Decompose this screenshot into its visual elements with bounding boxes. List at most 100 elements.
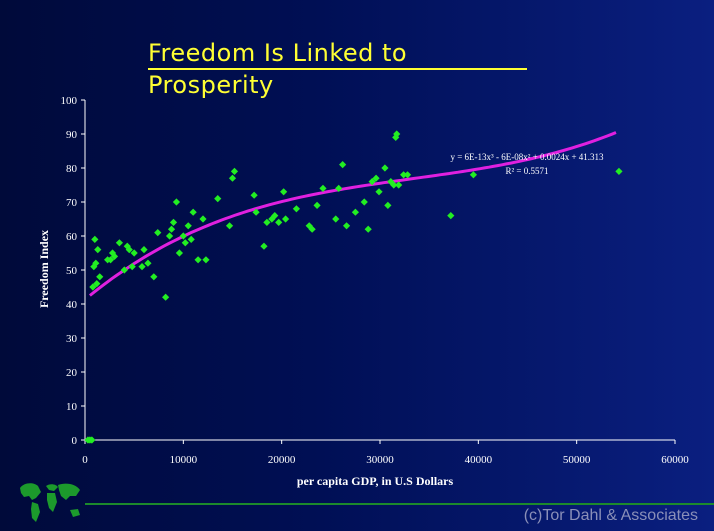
data-point (390, 181, 398, 189)
data-point (110, 252, 119, 260)
data-point (403, 171, 412, 179)
data-point (88, 436, 96, 444)
x-tick-label: 30000 (366, 454, 394, 466)
data-point (187, 235, 195, 243)
x-tick-label: 20000 (268, 454, 296, 466)
data-point (125, 246, 133, 254)
data-point (260, 242, 268, 250)
trendline (88, 131, 617, 297)
chart-axes (81, 99, 676, 444)
data-point (144, 259, 152, 267)
data-point (175, 249, 183, 257)
data-point (225, 222, 234, 230)
data-point (275, 218, 283, 226)
data-point (90, 263, 98, 271)
data-point (89, 283, 97, 291)
data-point (469, 171, 478, 179)
y-tick-label: 90 (66, 129, 78, 141)
x-axis-title: per capita GDP, in U.S Dollars (297, 474, 454, 488)
data-point (172, 198, 181, 206)
data-point (181, 239, 189, 247)
data-point (130, 249, 138, 257)
x-tick-label: 10000 (170, 454, 198, 466)
data-point (214, 195, 222, 203)
y-tick-label: 0 (72, 435, 78, 447)
data-point (360, 198, 368, 206)
data-point (128, 263, 136, 271)
footer-divider (85, 503, 714, 505)
data-point (165, 232, 174, 240)
y-tick-label: 20 (66, 367, 78, 379)
data-point (263, 218, 271, 226)
data-point (94, 246, 102, 254)
data-point (375, 188, 383, 196)
y-tick-label: 10 (66, 401, 78, 413)
data-point (199, 215, 207, 223)
y-axis-title: Freedom Index (37, 230, 51, 308)
y-tick-label: 60 (66, 231, 78, 243)
data-point (351, 208, 360, 216)
data-point (169, 218, 178, 226)
axis-labels: 0 10 20 30 40 50 60 70 80 90 100 0 10000 20000 30000 40… (37, 95, 689, 488)
data-point (140, 246, 148, 254)
data-point (280, 188, 288, 196)
data-point (364, 225, 372, 233)
y-tick-label: 70 (66, 197, 78, 209)
chart-title-line1: Freedom Is Linked to (148, 38, 528, 70)
data-point (339, 161, 347, 169)
y-tick-label: 30 (66, 333, 78, 345)
data-point (332, 215, 340, 223)
data-point (179, 232, 187, 240)
data-point (96, 273, 104, 281)
data-point (313, 201, 321, 209)
data-point (400, 171, 408, 179)
data-point (162, 293, 170, 301)
data-point (202, 256, 210, 264)
data-point (395, 181, 403, 189)
data-point (138, 263, 146, 271)
data-points (84, 130, 623, 444)
y-tick-label: 50 (66, 265, 78, 277)
data-point (319, 184, 327, 192)
data-point (167, 225, 176, 233)
data-point (154, 229, 162, 237)
y-tick-label: 80 (66, 163, 78, 175)
data-point (282, 215, 290, 223)
data-point (230, 167, 239, 175)
data-point (150, 273, 158, 281)
data-point (106, 256, 115, 264)
data-point (393, 130, 401, 138)
data-point (92, 259, 100, 267)
data-point (115, 239, 124, 247)
x-tick-label: 40000 (465, 454, 493, 466)
data-point (615, 167, 623, 175)
data-point (292, 205, 301, 213)
copyright-text: (c)Tor Dahl & Associates (523, 507, 698, 524)
y-tick-label: 40 (66, 299, 78, 311)
data-point (91, 235, 99, 243)
x-tick-label: 0 (82, 454, 88, 466)
data-point (381, 164, 389, 172)
data-point (308, 225, 316, 233)
data-point (372, 174, 380, 182)
data-point (447, 212, 455, 220)
data-point (189, 208, 197, 216)
data-point (184, 222, 192, 230)
x-tick-label: 50000 (563, 454, 591, 466)
trendline-r-squared: R² = 0.5571 (505, 166, 548, 176)
trendline-group (88, 131, 617, 297)
data-point (335, 184, 343, 192)
data-point (194, 256, 202, 264)
data-point (120, 266, 128, 274)
data-point (368, 178, 376, 186)
data-point (271, 212, 279, 220)
x-tick-label: 60000 (661, 454, 689, 466)
data-point (250, 191, 258, 199)
y-tick-label: 100 (61, 95, 78, 107)
chart-title-line2: Prosperity (148, 71, 274, 99)
chart-title: Freedom Is Linked to Prosperity (148, 38, 568, 100)
data-point (384, 201, 392, 209)
data-point (93, 280, 101, 288)
data-point (342, 222, 351, 230)
